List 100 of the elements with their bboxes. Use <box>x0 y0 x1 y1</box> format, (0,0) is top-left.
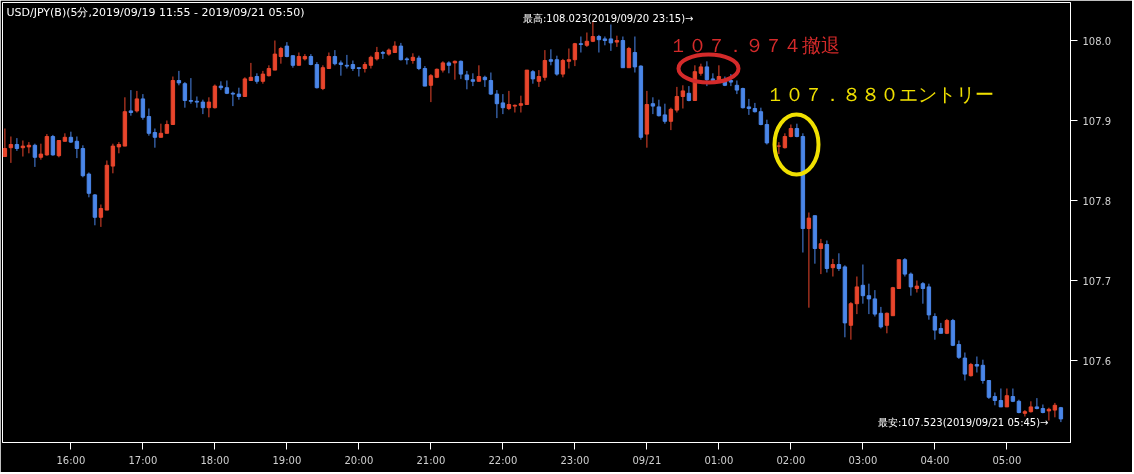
candlestick <box>194 96 200 109</box>
candlestick <box>464 70 470 90</box>
candlestick <box>998 388 1004 408</box>
candlestick <box>62 132 68 142</box>
x-tick-label: 22:00 <box>488 454 518 466</box>
candlestick <box>248 62 254 81</box>
candlestick <box>500 93 506 115</box>
x-tick-label: 04:00 <box>920 454 950 466</box>
x-tick-label: 03:00 <box>848 454 878 466</box>
candlestick <box>872 289 878 317</box>
x-tick-label: 02:00 <box>776 454 806 466</box>
candlestick <box>536 69 542 88</box>
candlestick <box>764 119 770 145</box>
candlestick <box>14 137 20 152</box>
candlestick <box>548 48 554 66</box>
candlestick <box>608 24 614 52</box>
candlestick <box>146 108 152 137</box>
candlestick <box>1046 407 1052 421</box>
candlestick <box>338 60 344 77</box>
x-tick-label: 19:00 <box>272 454 302 466</box>
annotation: １０７．９７４撤退 <box>668 33 840 56</box>
candlestick <box>128 89 134 117</box>
candlestick <box>854 276 860 315</box>
candlestick <box>98 204 104 228</box>
candlestick <box>356 67 362 77</box>
candlestick <box>32 143 38 168</box>
candlestick <box>902 257 908 277</box>
candlestick <box>44 133 50 157</box>
candlestick <box>218 80 224 91</box>
candlestick <box>962 352 968 381</box>
x-tick-label: 23:00 <box>560 454 590 466</box>
candlestick <box>158 123 164 138</box>
annotation: １０７．８８０エントリー <box>765 82 994 105</box>
candlestick <box>818 238 824 275</box>
candlestick <box>470 72 476 87</box>
candlestick <box>746 98 752 116</box>
candlestick <box>992 392 998 406</box>
candlestick <box>26 141 32 154</box>
candlestick <box>182 81 188 109</box>
candlestick <box>830 258 836 277</box>
y-tick-label: 107.9 <box>1082 115 1112 127</box>
candlestick <box>488 72 494 96</box>
candlestick <box>116 141 122 154</box>
candlestick <box>230 91 236 107</box>
candlestick <box>50 134 56 157</box>
candlestick <box>242 76 248 97</box>
candlestick <box>332 49 338 66</box>
candlestick <box>560 58 566 78</box>
candlestick <box>422 65 428 87</box>
candlestick <box>506 90 512 111</box>
candlestick <box>542 49 548 81</box>
candlestick <box>956 340 962 360</box>
candlestick <box>494 89 500 119</box>
candlestick <box>662 103 668 125</box>
x-tick-label: 01:00 <box>704 454 734 466</box>
candlestick <box>680 84 686 109</box>
y-tick-label: 107.6 <box>1082 355 1112 367</box>
candlestick <box>866 283 872 315</box>
candlestick <box>320 64 326 91</box>
y-tick-label: 107.7 <box>1082 275 1112 287</box>
candlestick <box>134 90 140 113</box>
candlestick <box>344 54 350 69</box>
candlestick <box>614 35 620 48</box>
candlestick <box>278 46 284 65</box>
candlestick <box>704 60 710 87</box>
candlestick <box>476 64 482 82</box>
chart-title: USD/JPY(B)(5分,2019/09/19 11:55 - 2019/09/21 05:50) <box>6 6 305 19</box>
candlestick <box>200 99 206 115</box>
candlestick <box>2 128 8 157</box>
candlestick <box>86 172 92 198</box>
candlestick <box>152 128 158 149</box>
candlestick <box>914 280 920 293</box>
candlestick <box>1022 409 1028 417</box>
candlestick <box>626 46 632 69</box>
candlestick <box>188 77 194 105</box>
candlestick <box>74 136 80 159</box>
candlestick <box>206 96 212 118</box>
candlestick <box>1010 388 1016 403</box>
candlestick <box>806 212 812 309</box>
candlestick <box>566 48 572 69</box>
x-tick-label: 21:00 <box>416 454 446 466</box>
candlestick <box>380 50 386 60</box>
candlestick <box>986 380 992 400</box>
candlestick <box>974 356 980 373</box>
candlestick <box>410 52 416 65</box>
candlestick <box>674 86 680 113</box>
candlestick <box>752 102 758 113</box>
candlestick <box>1004 388 1010 408</box>
candlestick <box>668 107 674 131</box>
candlestick <box>920 281 926 305</box>
candlestick <box>110 143 116 174</box>
candlestick <box>512 104 518 113</box>
candlestick <box>584 32 590 48</box>
candlestick <box>848 301 854 341</box>
candlestick <box>518 95 524 113</box>
annotation: 最安:107.523(2019/09/21 05:45)→ <box>877 417 1049 428</box>
candlestick <box>824 240 830 273</box>
candlestick <box>734 80 740 95</box>
candlestick <box>350 60 356 72</box>
candlestick <box>596 34 602 53</box>
